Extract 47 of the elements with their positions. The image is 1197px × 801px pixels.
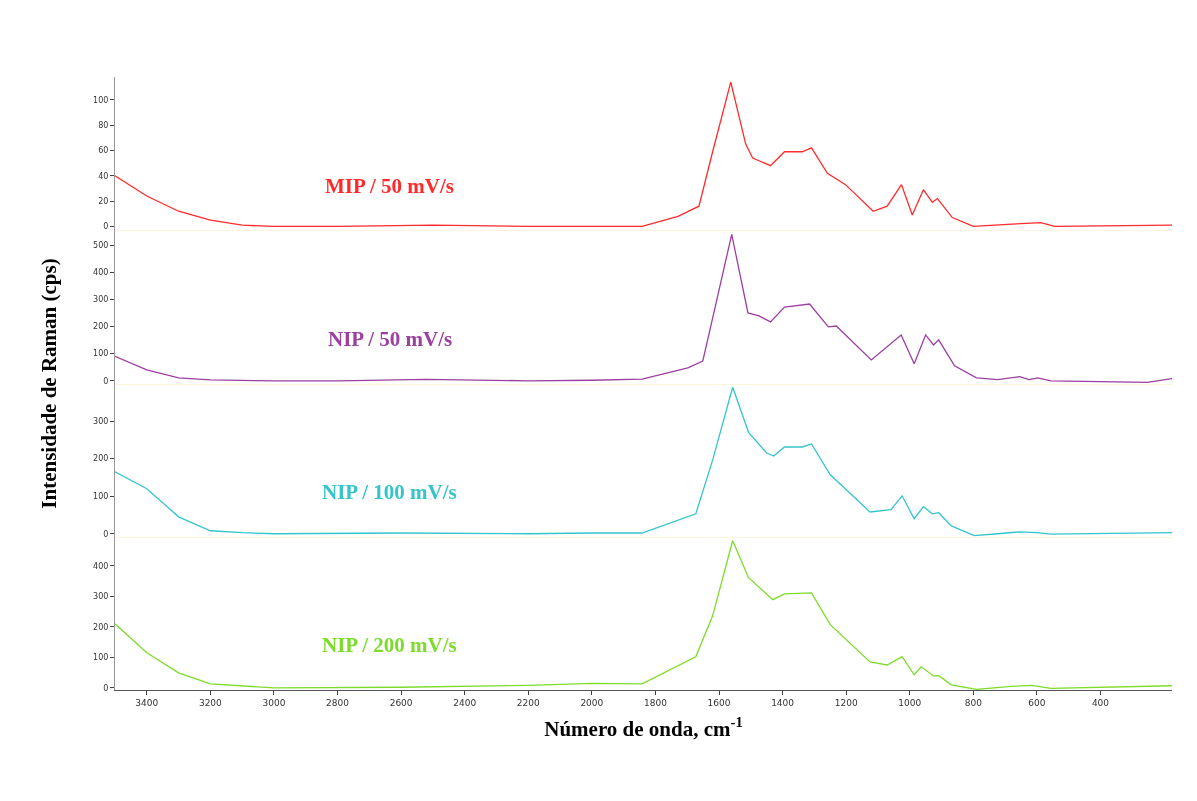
x-tick-label: 2000: [580, 697, 604, 708]
x-tick-label: 1600: [707, 697, 731, 708]
x-tick-label: 3200: [198, 697, 223, 708]
x-tick-label: 3400: [135, 697, 159, 708]
series-label: NIP / 50 mV/s: [328, 327, 453, 351]
y-tick-label: 0: [103, 683, 109, 693]
x-tick-label: 3000: [262, 697, 286, 708]
x-tick-label: 1800: [643, 697, 668, 708]
y-tick-label: 100: [93, 349, 109, 359]
y-tick-label: 500: [93, 240, 109, 250]
y-tick-label: 20: [98, 196, 109, 206]
y-tick-label: 300: [93, 416, 109, 426]
x-tick-label: 2400: [453, 697, 477, 708]
x-tick-label: 800: [964, 697, 983, 708]
x-tick-label: 1000: [898, 697, 922, 708]
y-tick-label: 0: [103, 222, 109, 232]
y-tick-label: 0: [103, 376, 109, 386]
y-tick-label: 400: [93, 561, 109, 571]
x-tick-label: 1400: [771, 697, 795, 708]
y-axis-title: Intensidade de Raman (cps): [36, 258, 61, 509]
y-tick-label: 100: [93, 491, 109, 501]
line-series: [115, 81, 1172, 228]
line-series: [115, 540, 1172, 690]
x-tick-label: 600: [1028, 697, 1046, 708]
y-tick-label: 300: [93, 592, 109, 602]
line-series: [115, 233, 1172, 384]
y-tick-label: 200: [93, 322, 109, 332]
y-tick-label: 200: [93, 454, 109, 464]
x-tick-label: 1200: [834, 697, 858, 708]
y-tick-label: 80: [98, 120, 109, 130]
series-label: NIP / 200 mV/s: [322, 633, 457, 657]
y-tick-label: 100: [93, 653, 109, 663]
y-tick-label: 200: [93, 622, 109, 632]
line-series: [115, 386, 1172, 537]
x-tick-label: 2800: [326, 697, 350, 708]
series-label: NIP / 100 mV/s: [322, 480, 457, 504]
y-tick-label: 60: [98, 146, 109, 156]
y-tick-label: 400: [93, 268, 109, 278]
y-tick-label: 0: [103, 529, 109, 539]
x-axis-title: Número de onda, cm$^{-1}$: [544, 714, 743, 741]
series-label: MIP / 50 mV/s: [325, 174, 454, 198]
y-tick-label: 100: [93, 95, 109, 105]
y-tick-label: 300: [93, 295, 109, 305]
x-tick-label: 400: [1091, 697, 1110, 708]
x-tick-label: 2600: [389, 697, 413, 708]
x-tick-label: 2200: [516, 697, 540, 708]
y-tick-label: 40: [98, 171, 109, 181]
